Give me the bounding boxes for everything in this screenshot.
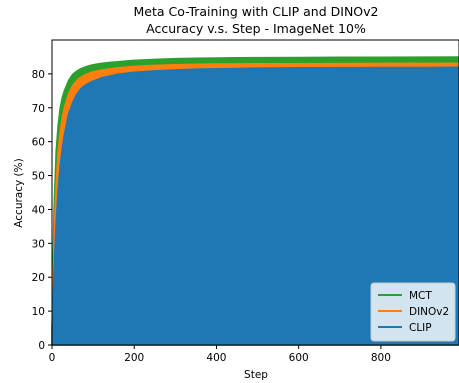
y-axis-label: Accuracy (%) — [13, 158, 25, 227]
y-tick-label: 50 — [32, 171, 45, 183]
legend-label-clip: CLIP — [409, 322, 432, 334]
x-tick-label: 200 — [124, 352, 144, 364]
y-tick-label: 0 — [38, 340, 45, 352]
y-tick-label: 60 — [32, 137, 45, 149]
x-axis-ticks: 0 200 400 600 800 — [49, 345, 391, 364]
chart-subtitle: Accuracy v.s. Step - ImageNet 10% — [146, 21, 366, 36]
legend: MCT DINOv2 CLIP — [370, 282, 456, 342]
y-tick-label: 70 — [32, 103, 45, 115]
plot-areas — [51, 56, 459, 346]
y-tick-label: 30 — [32, 238, 45, 250]
y-tick-label: 20 — [32, 272, 45, 284]
x-tick-label: 0 — [49, 352, 56, 364]
chart-title: Meta Co-Training with CLIP and DINOv2 — [133, 4, 378, 19]
area-series-clip — [51, 66, 459, 346]
x-tick-label: 800 — [371, 352, 391, 364]
y-tick-label: 40 — [32, 204, 45, 216]
x-tick-label: 400 — [206, 352, 226, 364]
plot-frame — [51, 39, 459, 346]
y-axis-ticks: 0 10 20 30 40 50 60 70 80 — [32, 69, 52, 352]
x-axis-label: Step — [244, 369, 268, 381]
y-tick-label: 80 — [32, 69, 45, 81]
y-tick-label: 10 — [32, 306, 45, 318]
legend-label-mct: MCT — [409, 290, 432, 302]
x-tick-label: 600 — [289, 352, 309, 364]
legend-label-dinov2: DINOv2 — [409, 306, 449, 318]
